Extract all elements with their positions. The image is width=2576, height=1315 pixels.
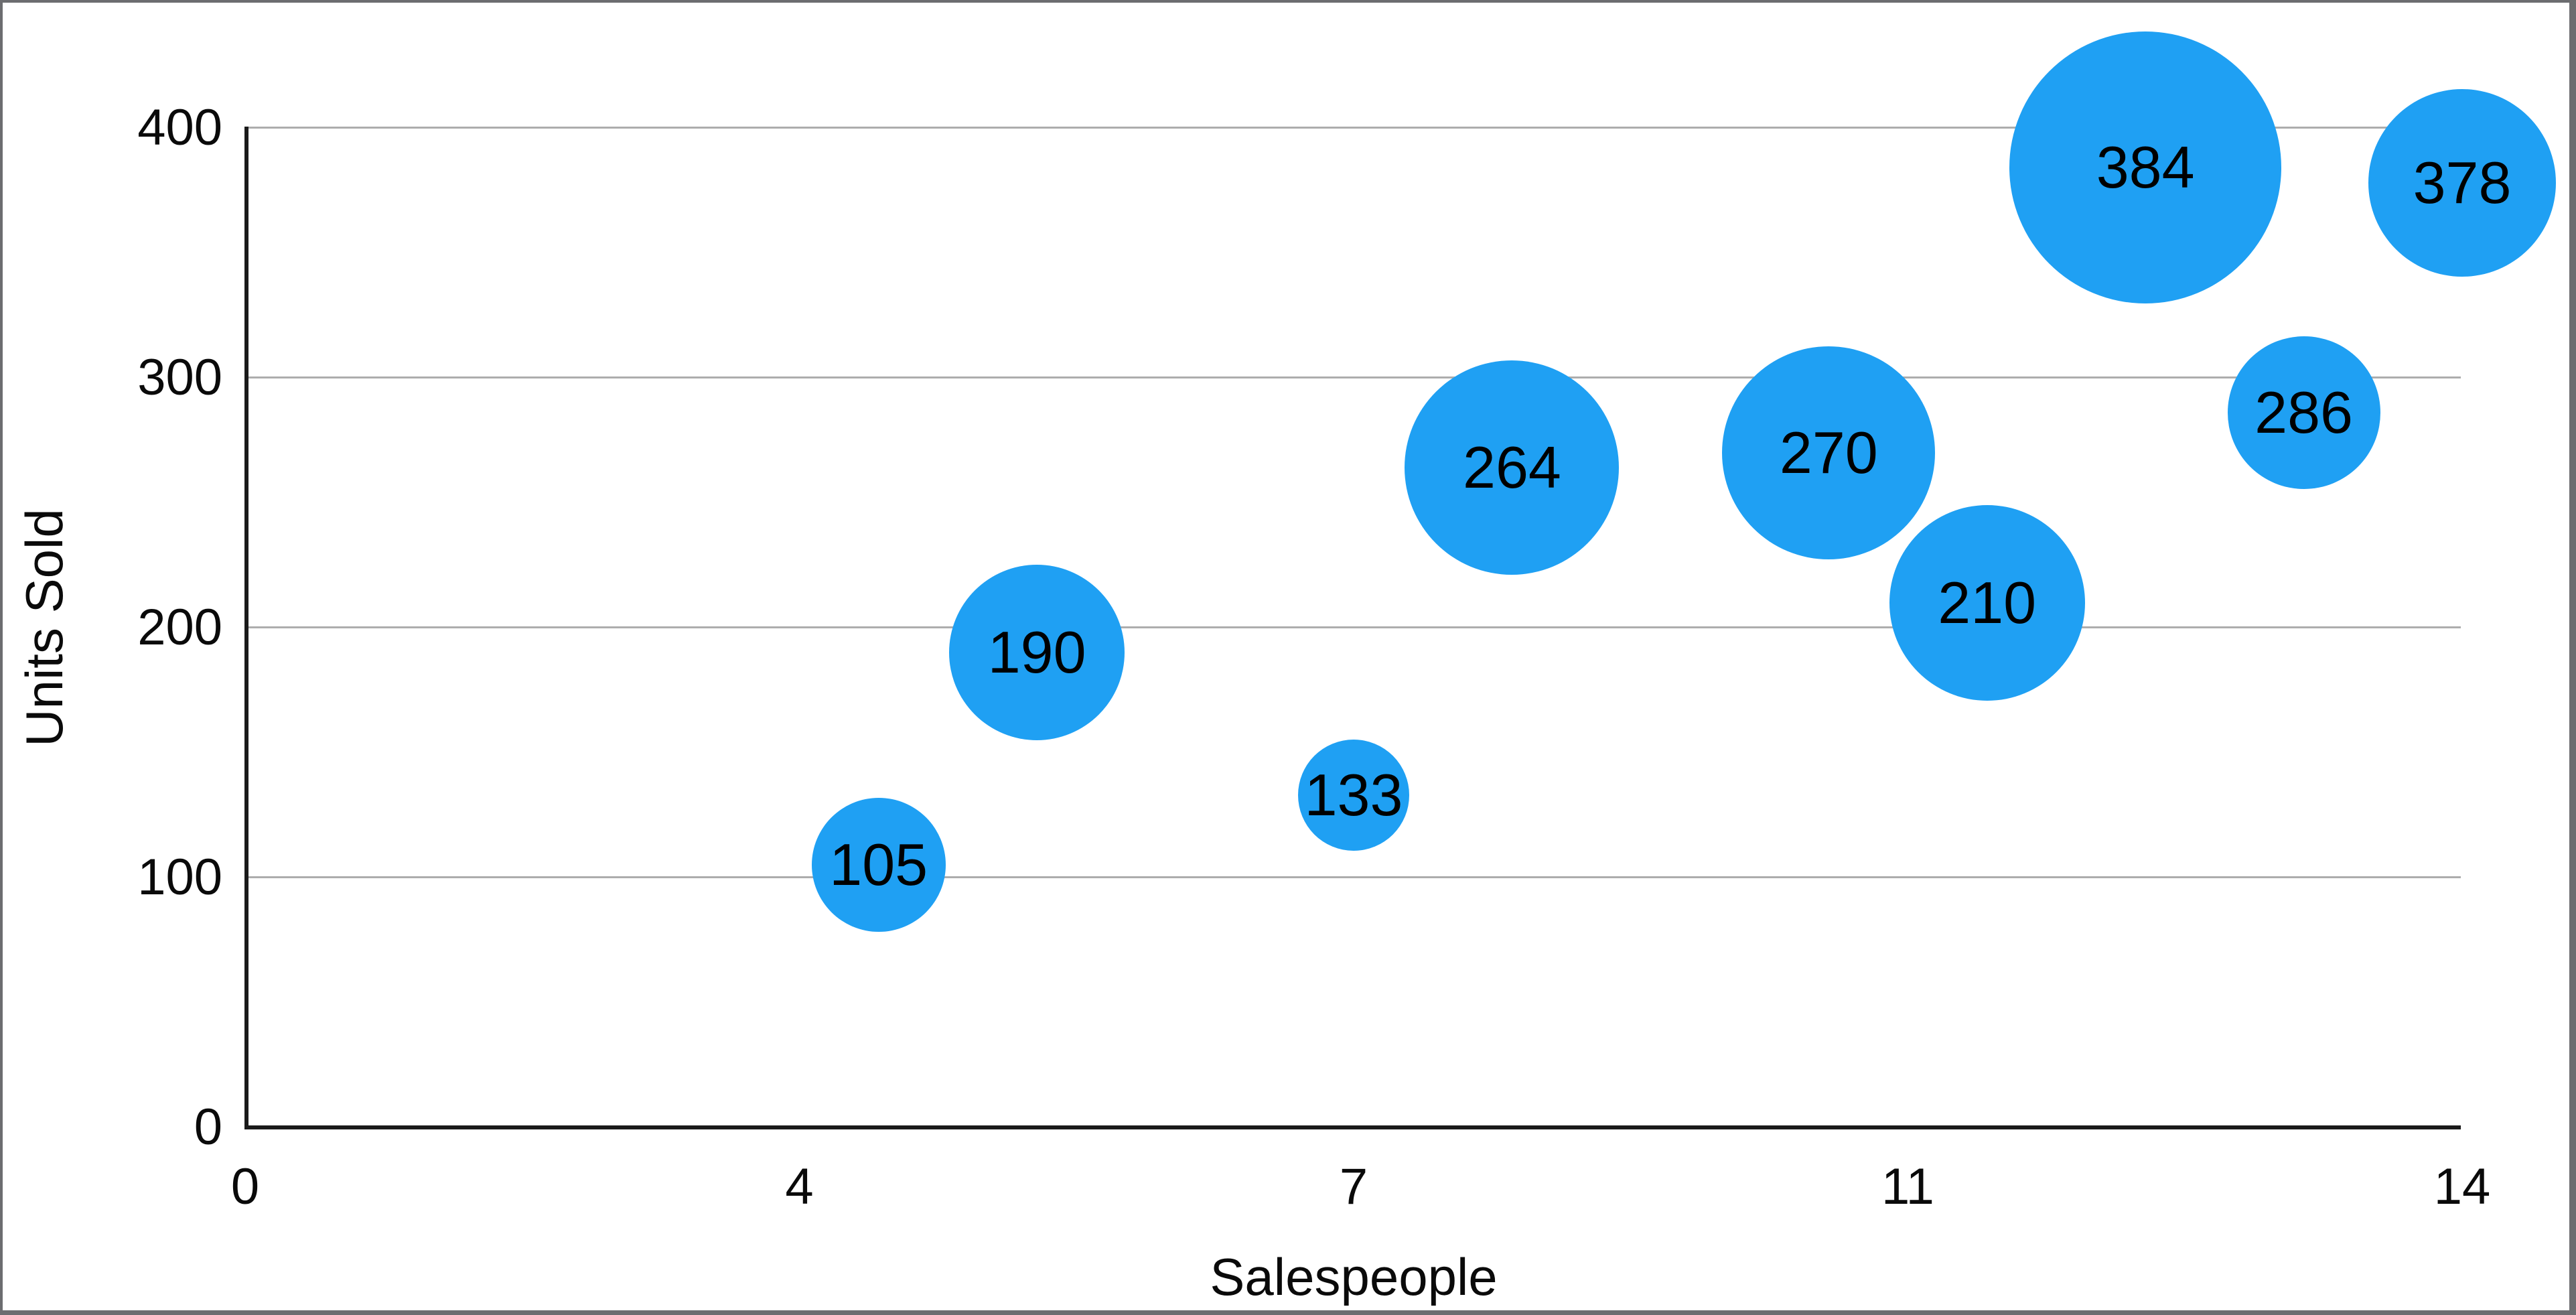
bubble-value-label: 190 xyxy=(987,619,1086,686)
bubble-190[interactable]: 190 xyxy=(949,565,1125,741)
bubble-210[interactable]: 210 xyxy=(1889,504,2085,701)
x-axis-line xyxy=(244,1125,2461,1129)
x-axis-title: Salespeople xyxy=(1210,1247,1498,1306)
bubble-378[interactable]: 378 xyxy=(2368,88,2557,277)
bubble-value-label: 210 xyxy=(1938,569,2037,636)
bubble-value-label: 133 xyxy=(1304,761,1403,828)
bubble-286[interactable]: 286 xyxy=(2227,336,2380,490)
bubble-value-label: 105 xyxy=(829,831,928,898)
y-axis-title: Units Sold xyxy=(15,508,74,747)
y-tick-label-0: 0 xyxy=(194,1099,222,1156)
y-tick-label-200: 200 xyxy=(137,598,222,656)
bubble-264[interactable]: 264 xyxy=(1405,360,1620,575)
x-tick-label-7: 7 xyxy=(1339,1158,1368,1215)
bubble-105[interactable]: 105 xyxy=(811,798,946,932)
bubble-value-label: 264 xyxy=(1463,434,1561,501)
x-tick-label-0: 0 xyxy=(230,1158,260,1215)
bubble-value-label: 384 xyxy=(2096,134,2195,201)
gridline-400 xyxy=(245,127,2461,129)
x-tick-label-4: 4 xyxy=(785,1158,814,1215)
gridline-300 xyxy=(245,376,2461,379)
bubble-384[interactable]: 384 xyxy=(2009,31,2282,304)
x-tick-label-14: 14 xyxy=(2433,1158,2491,1215)
gridline-200 xyxy=(245,626,2461,629)
bubble-value-label: 378 xyxy=(2413,149,2512,216)
y-tick-label-300: 300 xyxy=(137,348,222,406)
y-tick-label-400: 400 xyxy=(137,98,222,156)
y-axis-line xyxy=(244,126,248,1129)
gridline-100 xyxy=(245,876,2461,879)
y-tick-label-100: 100 xyxy=(137,848,222,906)
bubble-270[interactable]: 270 xyxy=(1722,346,1936,559)
bubble-value-label: 270 xyxy=(1779,419,1878,486)
bubble-133[interactable]: 133 xyxy=(1298,739,1409,851)
bubble-value-label: 286 xyxy=(2255,379,2353,446)
x-tick-label-11: 11 xyxy=(1881,1158,1934,1215)
